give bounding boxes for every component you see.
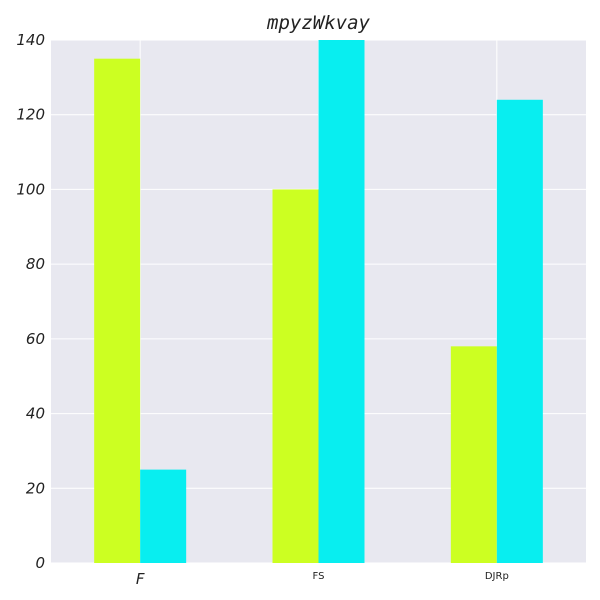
y-tick-label: 20 — [26, 479, 45, 497]
bar — [140, 470, 186, 563]
chart-title: mpyzWkvay — [266, 12, 371, 34]
x-tick-label: FS — [313, 571, 325, 582]
bar — [273, 189, 319, 563]
y-tick-label: 80 — [26, 255, 45, 273]
y-tick-label: 40 — [26, 405, 45, 423]
x-axis: F FS DJRp — [136, 570, 509, 588]
bar — [451, 346, 497, 563]
x-tick-label: DJRp — [485, 571, 509, 582]
y-tick-label: 120 — [16, 106, 45, 124]
y-tick-label: 140 — [16, 31, 45, 49]
bar — [319, 40, 365, 563]
y-tick-label: 0 — [35, 554, 45, 572]
y-axis: 0 20 40 60 80 100 120 140 — [16, 31, 45, 572]
y-tick-label: 60 — [26, 330, 45, 348]
bar — [94, 59, 140, 563]
bar — [497, 100, 543, 563]
y-tick-label: 100 — [16, 180, 45, 198]
x-tick-label: F — [136, 570, 145, 588]
